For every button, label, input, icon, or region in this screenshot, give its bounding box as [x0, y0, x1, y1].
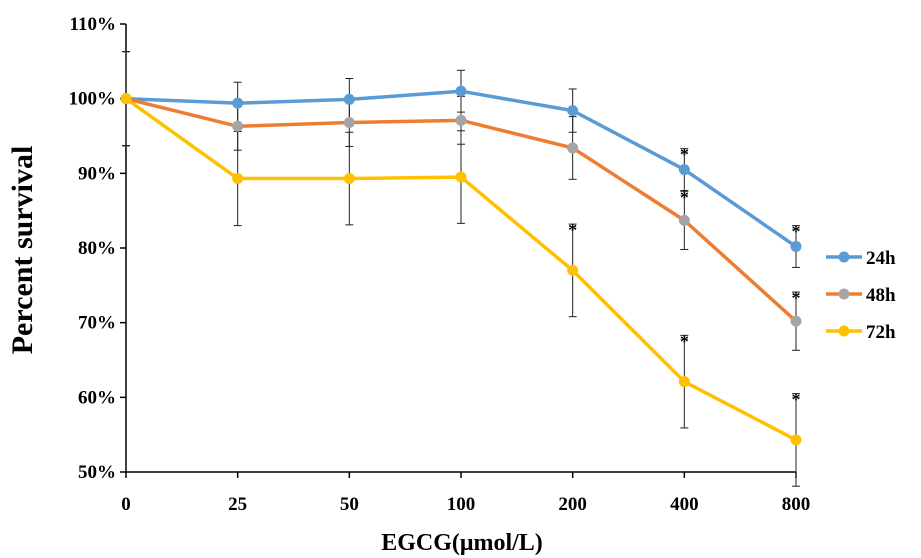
data-point [455, 171, 467, 183]
significance-mark: * [680, 145, 689, 165]
series-markers [120, 85, 802, 446]
x-tick-label: 0 [121, 494, 131, 515]
significance-mark: * [568, 220, 577, 240]
data-point [455, 85, 467, 97]
data-point [567, 264, 579, 276]
significance-marks: * * * * * * * [568, 145, 800, 410]
data-point [232, 120, 244, 132]
y-tick-label: 50% [78, 462, 116, 483]
data-point [232, 173, 244, 185]
x-tick-label: 200 [558, 494, 587, 515]
x-tick-label: 400 [670, 494, 699, 515]
data-point [455, 114, 467, 126]
data-point [343, 93, 355, 105]
significance-mark: * [792, 222, 801, 242]
data-point [567, 105, 579, 117]
legend-marker [838, 325, 850, 337]
y-tick-label: 60% [78, 387, 116, 408]
y-tick-label: 100% [69, 89, 117, 110]
data-point [343, 117, 355, 129]
x-tick-label: 50 [340, 494, 359, 515]
legend-label: 24h [866, 248, 896, 269]
significance-mark: * [792, 288, 801, 308]
x-tick-label: 100 [447, 494, 476, 515]
x-tick-labels: 0 25 50 100 200 400 800 [121, 494, 810, 515]
legend-marker [838, 288, 850, 300]
y-tick-label: 90% [78, 163, 116, 184]
data-point [678, 376, 690, 388]
data-point [678, 214, 690, 226]
data-point [343, 173, 355, 185]
y-tick-labels: 50% 60% 70% 80% 90% 100% 110% [69, 14, 117, 483]
legend-marker [838, 251, 850, 263]
data-point [120, 93, 132, 105]
data-point [790, 315, 802, 327]
x-tick-label: 25 [228, 494, 247, 515]
significance-mark: * [680, 331, 689, 351]
x-axis-title: EGCG(μmol/L) [381, 530, 543, 556]
significance-mark: * [680, 187, 689, 207]
data-point [790, 434, 802, 446]
y-tick-label: 110% [70, 14, 116, 35]
data-point [678, 164, 690, 176]
y-tick-label: 80% [78, 238, 116, 259]
x-tick-label: 800 [782, 494, 811, 515]
legend: 24h 48h 72h [826, 248, 896, 343]
legend-label: 48h [866, 285, 896, 306]
y-tick-label: 70% [78, 313, 116, 334]
significance-mark: * [792, 390, 801, 410]
legend-label: 72h [866, 322, 896, 343]
data-point [232, 97, 244, 109]
data-point [790, 241, 802, 253]
y-axis-title: Percent survival [6, 146, 39, 355]
data-point [567, 142, 579, 154]
